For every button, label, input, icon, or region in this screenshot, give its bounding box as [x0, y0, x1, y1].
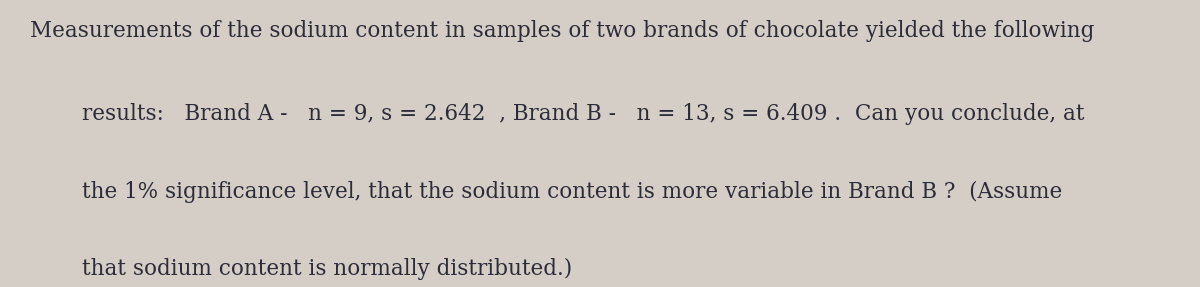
Text: that sodium content is normally distributed.): that sodium content is normally distribu… — [82, 258, 572, 280]
Text: Measurements of the sodium content in samples of two brands of chocolate yielded: Measurements of the sodium content in sa… — [30, 20, 1094, 42]
Text: the 1% significance level, that the sodium content is more variable in Brand B ?: the 1% significance level, that the sodi… — [82, 181, 1062, 203]
Text: results:   Brand A -   n = 9, s = 2.642  , Brand B -   n = 13, s = 6.409 .  Can : results: Brand A - n = 9, s = 2.642 , Br… — [82, 103, 1084, 125]
